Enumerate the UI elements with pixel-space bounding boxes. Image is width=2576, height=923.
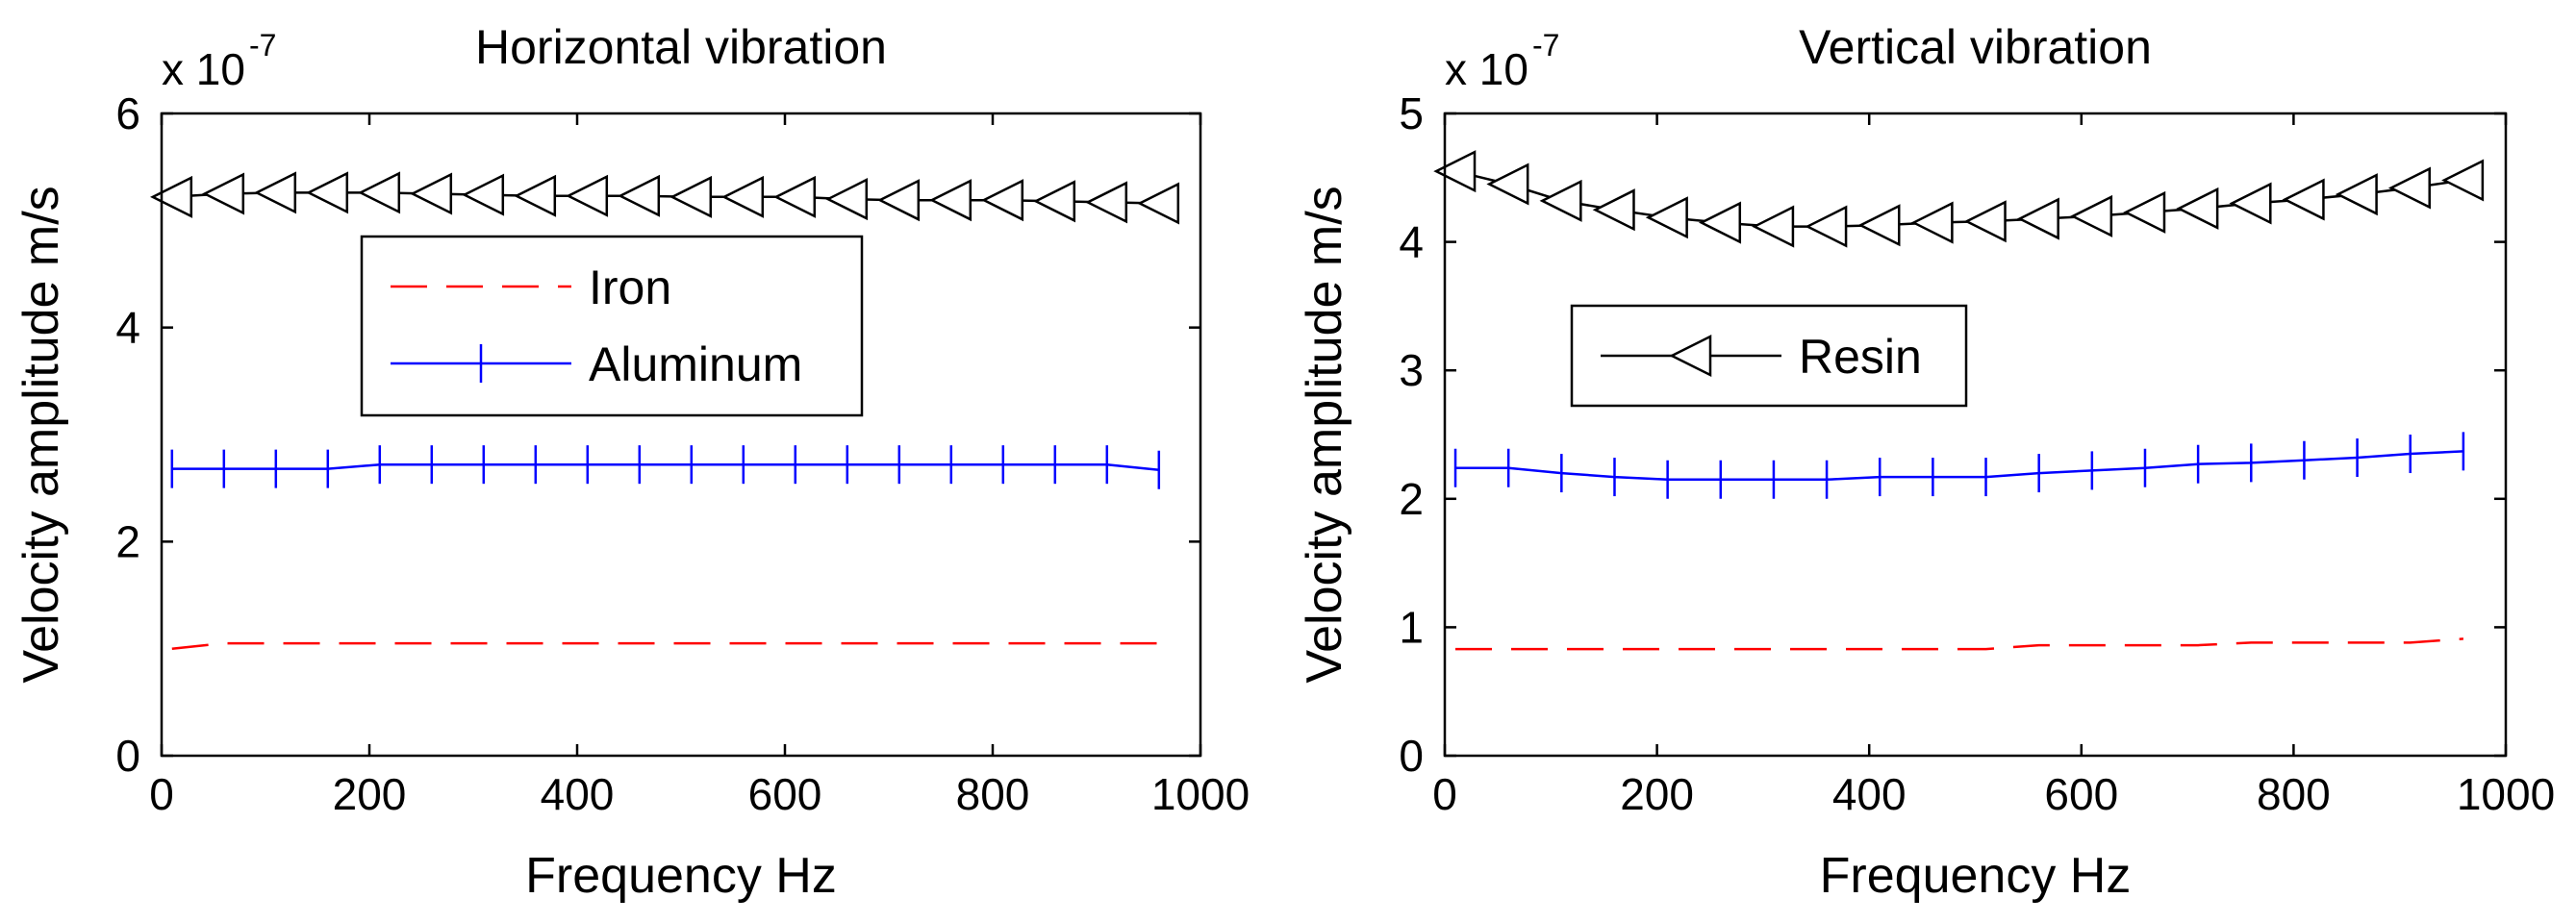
chart-title: Horizontal vibration bbox=[475, 20, 887, 74]
resin-point bbox=[1592, 188, 1635, 232]
legend: Iron Aluminum bbox=[360, 235, 864, 417]
resin-point bbox=[2016, 197, 2059, 240]
y-exponent-label: -7 bbox=[1532, 28, 1559, 62]
resin-point bbox=[669, 175, 713, 218]
resin-point bbox=[2441, 159, 2485, 202]
horizontal-vibration-chart: 0 200 400 600 800 1000 0 2 4 6 x 10 -7 Horizontal vi… bbox=[13, 20, 1250, 904]
vertical-vibration-chart: 0 200 400 600 800 1000 0 1 2 3 4 5 x 10 -7 Vertical vi… bbox=[1297, 20, 2555, 904]
resin-point bbox=[1963, 200, 2007, 243]
y-axis-label: Velocity amplitude m/s bbox=[13, 186, 69, 683]
legend: Resin bbox=[1570, 304, 1968, 408]
x-tick-label: 800 bbox=[956, 769, 1030, 819]
resin-point bbox=[618, 174, 661, 217]
resin-point bbox=[1645, 196, 1688, 239]
series-aluminum bbox=[1453, 432, 2465, 499]
y-multiplier-label: x 10 bbox=[1445, 44, 1528, 94]
resin-point bbox=[306, 171, 349, 214]
resin-point bbox=[358, 171, 401, 214]
y-tick-label: 2 bbox=[115, 516, 140, 566]
resin-point bbox=[2387, 166, 2431, 210]
resin-point bbox=[1085, 181, 1128, 224]
resin-point bbox=[1910, 201, 1954, 244]
resin-point bbox=[410, 172, 453, 215]
x-tick-label: 0 bbox=[149, 769, 174, 819]
resin-point bbox=[929, 179, 972, 222]
series-iron bbox=[1455, 637, 2463, 651]
resin-point bbox=[1752, 205, 1795, 248]
y-tick-label: 3 bbox=[1399, 345, 1424, 395]
y-tick-label: 2 bbox=[1399, 474, 1424, 524]
x-tick-label: 800 bbox=[2257, 769, 2331, 819]
resin-point bbox=[514, 174, 557, 217]
legend-box bbox=[360, 235, 864, 417]
resin-point bbox=[202, 172, 245, 215]
resin-point bbox=[2335, 173, 2378, 216]
resin-point bbox=[877, 179, 921, 222]
resin-point bbox=[1857, 204, 1901, 247]
resin-point bbox=[825, 178, 869, 221]
legend-label-iron: Iron bbox=[589, 261, 671, 314]
x-tick-label: 400 bbox=[541, 769, 615, 819]
legend-marker-resin bbox=[1669, 334, 1712, 378]
aluminum-line bbox=[1455, 450, 2463, 482]
y-tick-label: 4 bbox=[115, 303, 140, 353]
resin-point bbox=[2070, 194, 2113, 237]
legend-label-aluminum: Aluminum bbox=[589, 337, 802, 391]
x-tick-label: 400 bbox=[1832, 769, 1907, 819]
resin-point bbox=[462, 173, 505, 216]
aluminum-line bbox=[171, 462, 1159, 471]
chart-title: Vertical vibration bbox=[1799, 20, 2152, 74]
resin-point bbox=[1033, 180, 1076, 223]
series-resin bbox=[1433, 150, 2485, 248]
y-tick-label: 0 bbox=[115, 731, 140, 781]
x-tick-label: 0 bbox=[1432, 769, 1457, 819]
resin-point bbox=[981, 179, 1024, 222]
resin-point bbox=[1805, 205, 1848, 248]
resin-point bbox=[1137, 182, 1180, 225]
y-exponent-label: -7 bbox=[249, 28, 276, 62]
plot-area bbox=[1443, 112, 2508, 758]
y-tick-label: 1 bbox=[1399, 602, 1424, 652]
series-aluminum bbox=[170, 445, 1161, 489]
y-tick-label: 6 bbox=[115, 88, 140, 138]
y-axis-label: Velocity amplitude m/s bbox=[1297, 186, 1352, 683]
y-tick-label: 0 bbox=[1399, 731, 1424, 781]
x-axis-label: Frequency Hz bbox=[1820, 848, 2132, 904]
x-tick-label: 600 bbox=[2044, 769, 2118, 819]
resin-point bbox=[1486, 162, 1529, 206]
resin-point bbox=[2229, 182, 2272, 225]
resin-point bbox=[2123, 190, 2166, 234]
resin-point bbox=[773, 175, 817, 218]
resin-point bbox=[2176, 187, 2219, 230]
y-tick-label: 4 bbox=[1399, 217, 1424, 267]
y-multiplier-label: x 10 bbox=[162, 44, 245, 94]
x-tick-label: 200 bbox=[333, 769, 407, 819]
plot-area bbox=[160, 112, 1202, 758]
resin-point bbox=[254, 171, 297, 214]
series-resin bbox=[150, 171, 1180, 225]
y-tick-label: 5 bbox=[1399, 88, 1424, 138]
resin-point bbox=[566, 174, 609, 217]
resin-point bbox=[150, 175, 193, 218]
resin-point bbox=[721, 175, 765, 218]
x-tick-label: 1000 bbox=[2457, 769, 2555, 819]
iron-line bbox=[1455, 637, 2463, 651]
resin-point bbox=[1698, 201, 1742, 244]
x-tick-label: 1000 bbox=[1151, 769, 1250, 819]
resin-point bbox=[1433, 150, 1477, 193]
x-axis-label: Frequency Hz bbox=[525, 848, 837, 904]
resin-point bbox=[1539, 179, 1582, 222]
x-tick-label: 600 bbox=[748, 769, 822, 819]
legend-label-resin: Resin bbox=[1799, 330, 1922, 384]
resin-point bbox=[2282, 178, 2325, 221]
x-tick-label: 200 bbox=[1620, 769, 1694, 819]
